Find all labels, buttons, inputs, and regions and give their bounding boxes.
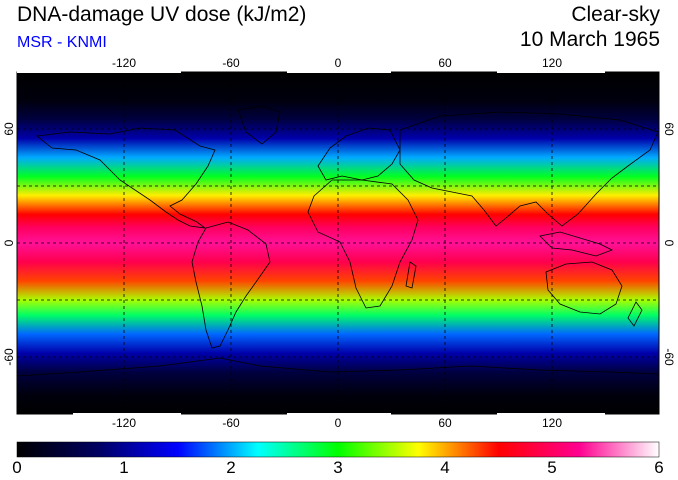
coast-greenland <box>237 105 281 145</box>
lon-tick-top: 120 <box>542 56 562 70</box>
chart-subtitle: MSR - KNMI <box>17 34 107 51</box>
lat-tick-right: 60 <box>662 122 676 136</box>
lat-tick-left: 60 <box>2 122 16 136</box>
coast-asia <box>399 111 659 227</box>
coast-africa <box>307 179 419 309</box>
coast-south-america <box>191 221 271 349</box>
lon-tick-bottom: 120 <box>542 416 562 430</box>
date-label: 10 March 1965 <box>519 28 660 51</box>
colorbar-label: 5 <box>547 458 557 477</box>
colorbar-label: 2 <box>226 458 236 477</box>
frame-scale-bars <box>17 70 605 416</box>
colorbar-label: 3 <box>333 458 343 477</box>
lon-tick-bottom: 0 <box>335 416 342 430</box>
colorbar-label: 4 <box>440 458 450 477</box>
lat-tick-right: -60 <box>662 348 676 366</box>
colorbar-label: 0 <box>12 458 22 477</box>
sky-condition: Clear-sky <box>571 3 660 26</box>
coast-new-zealand <box>627 301 643 327</box>
lon-tick-top: -120 <box>112 56 136 70</box>
lon-tick-bottom: -120 <box>112 416 136 430</box>
colorbar-label: 1 <box>119 458 129 477</box>
colorbar <box>16 441 660 458</box>
coast-australia <box>545 261 623 315</box>
colorbar-label: 6 <box>654 458 664 477</box>
lon-tick-bottom: 60 <box>438 416 452 430</box>
chart-title: DNA-damage UV dose (kJ/m2) <box>17 3 307 26</box>
lon-tick-bottom: -60 <box>222 416 240 430</box>
lat-tick-right: 0 <box>662 240 676 247</box>
lon-tick-top: -60 <box>222 56 240 70</box>
lon-tick-top: 0 <box>335 56 342 70</box>
coast-europe <box>317 127 401 181</box>
coast-madagascar <box>405 261 417 289</box>
graticule <box>17 72 659 414</box>
coastlines <box>17 105 659 377</box>
lat-tick-left: 0 <box>2 239 16 246</box>
lon-tick-top: 60 <box>438 56 452 70</box>
coast-antarctica <box>17 357 659 377</box>
coast-indonesia <box>539 231 613 257</box>
lat-tick-left: -60 <box>2 348 16 366</box>
